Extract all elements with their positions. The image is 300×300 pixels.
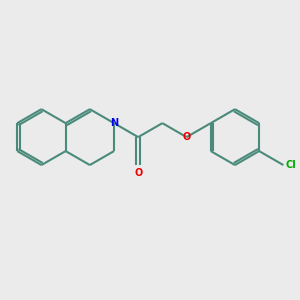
- Text: O: O: [182, 132, 191, 142]
- Text: N: N: [110, 118, 118, 128]
- Text: O: O: [134, 168, 142, 178]
- Text: Cl: Cl: [286, 160, 296, 170]
